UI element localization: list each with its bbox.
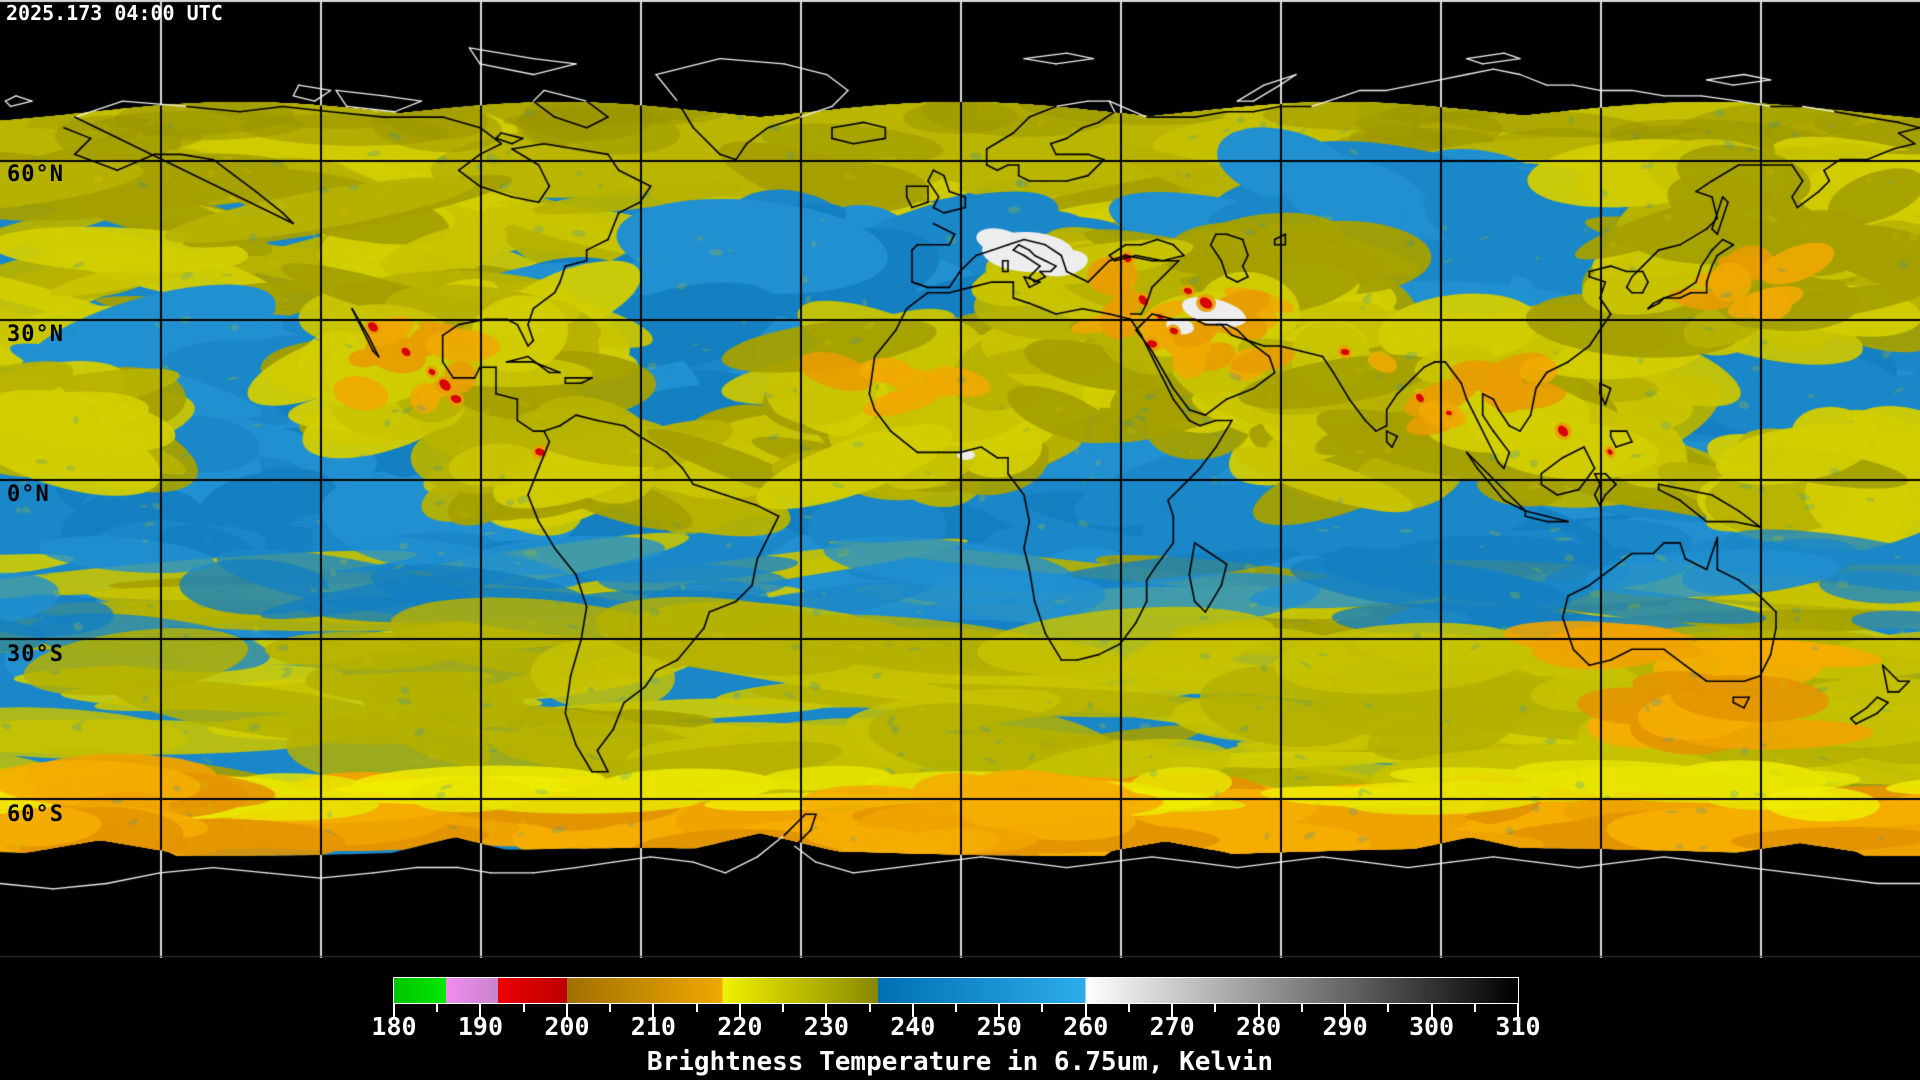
colorbar-tick bbox=[1473, 1004, 1476, 1012]
colorbar-tick-label: 300 bbox=[1408, 1012, 1455, 1041]
colorbar-tick bbox=[393, 1004, 395, 1017]
colorbar-tick-label: 230 bbox=[803, 1012, 849, 1041]
colorbar-tick-label: 220 bbox=[717, 1012, 763, 1041]
colorbar-tick bbox=[522, 1004, 525, 1012]
colorbar-tick bbox=[1041, 1004, 1044, 1012]
colorbar-tick-label: 240 bbox=[890, 1012, 936, 1041]
satellite-map-canvas bbox=[0, 0, 1920, 958]
colorbar-tick-label: 260 bbox=[1063, 1012, 1109, 1041]
colorbar-tick bbox=[911, 1004, 914, 1017]
colorbar-tick bbox=[782, 1004, 785, 1012]
colorbar-tick-label: 290 bbox=[1322, 1012, 1368, 1041]
colorbar-tick bbox=[479, 1004, 482, 1017]
colorbar-tick bbox=[955, 1004, 957, 1012]
latitude-label-30s: 30°S bbox=[7, 642, 64, 667]
colorbar-tick bbox=[1300, 1004, 1303, 1012]
latitude-label-60s: 60°S bbox=[7, 802, 64, 827]
colorbar-tick bbox=[695, 1004, 698, 1012]
colorbar-tick bbox=[998, 1004, 1001, 1017]
colorbar-tick-label: 200 bbox=[544, 1012, 590, 1041]
colorbar-tick bbox=[436, 1004, 439, 1012]
latitude-label-0n: 0°N bbox=[7, 482, 50, 507]
colorbar-tick-label: 270 bbox=[1149, 1012, 1195, 1041]
timestamp-label: 2025.173 04:00 UTC bbox=[6, 1, 223, 25]
latitude-label-60n: 60°N bbox=[7, 162, 64, 187]
colorbar-tick bbox=[738, 1004, 741, 1017]
colorbar-tick bbox=[825, 1004, 828, 1017]
colorbar-tick bbox=[1430, 1004, 1433, 1017]
colorbar-tick-label: 190 bbox=[457, 1012, 504, 1041]
colorbar-tick bbox=[1257, 1004, 1260, 1017]
colorbar-tick bbox=[868, 1004, 871, 1012]
colorbar-tick bbox=[1387, 1004, 1390, 1012]
colorbar-tick bbox=[1171, 1004, 1174, 1017]
colorbar-caption: Brightness Temperature in 6.75um, Kelvin bbox=[646, 1047, 1274, 1077]
latitude-label-30n: 30°N bbox=[7, 322, 64, 347]
colorbar-gradient bbox=[393, 977, 1519, 1004]
colorbar-tick bbox=[1214, 1004, 1217, 1012]
colorbar-tick-label: 310 bbox=[1495, 1012, 1541, 1041]
colorbar-tick-label: 250 bbox=[976, 1012, 1022, 1041]
colorbar-tick bbox=[1517, 1004, 1519, 1017]
colorbar-tick-label: 180 bbox=[371, 1012, 417, 1041]
colorbar-tick bbox=[1084, 1004, 1087, 1017]
colorbar-tick bbox=[565, 1004, 568, 1017]
colorbar-tick bbox=[1127, 1004, 1130, 1012]
colorbar-tick-label: 210 bbox=[630, 1012, 676, 1041]
colorbar-tick-label: 280 bbox=[1236, 1012, 1282, 1041]
colorbar-tick bbox=[1344, 1004, 1347, 1017]
colorbar-tick bbox=[609, 1004, 612, 1012]
colorbar-tick bbox=[652, 1004, 655, 1017]
